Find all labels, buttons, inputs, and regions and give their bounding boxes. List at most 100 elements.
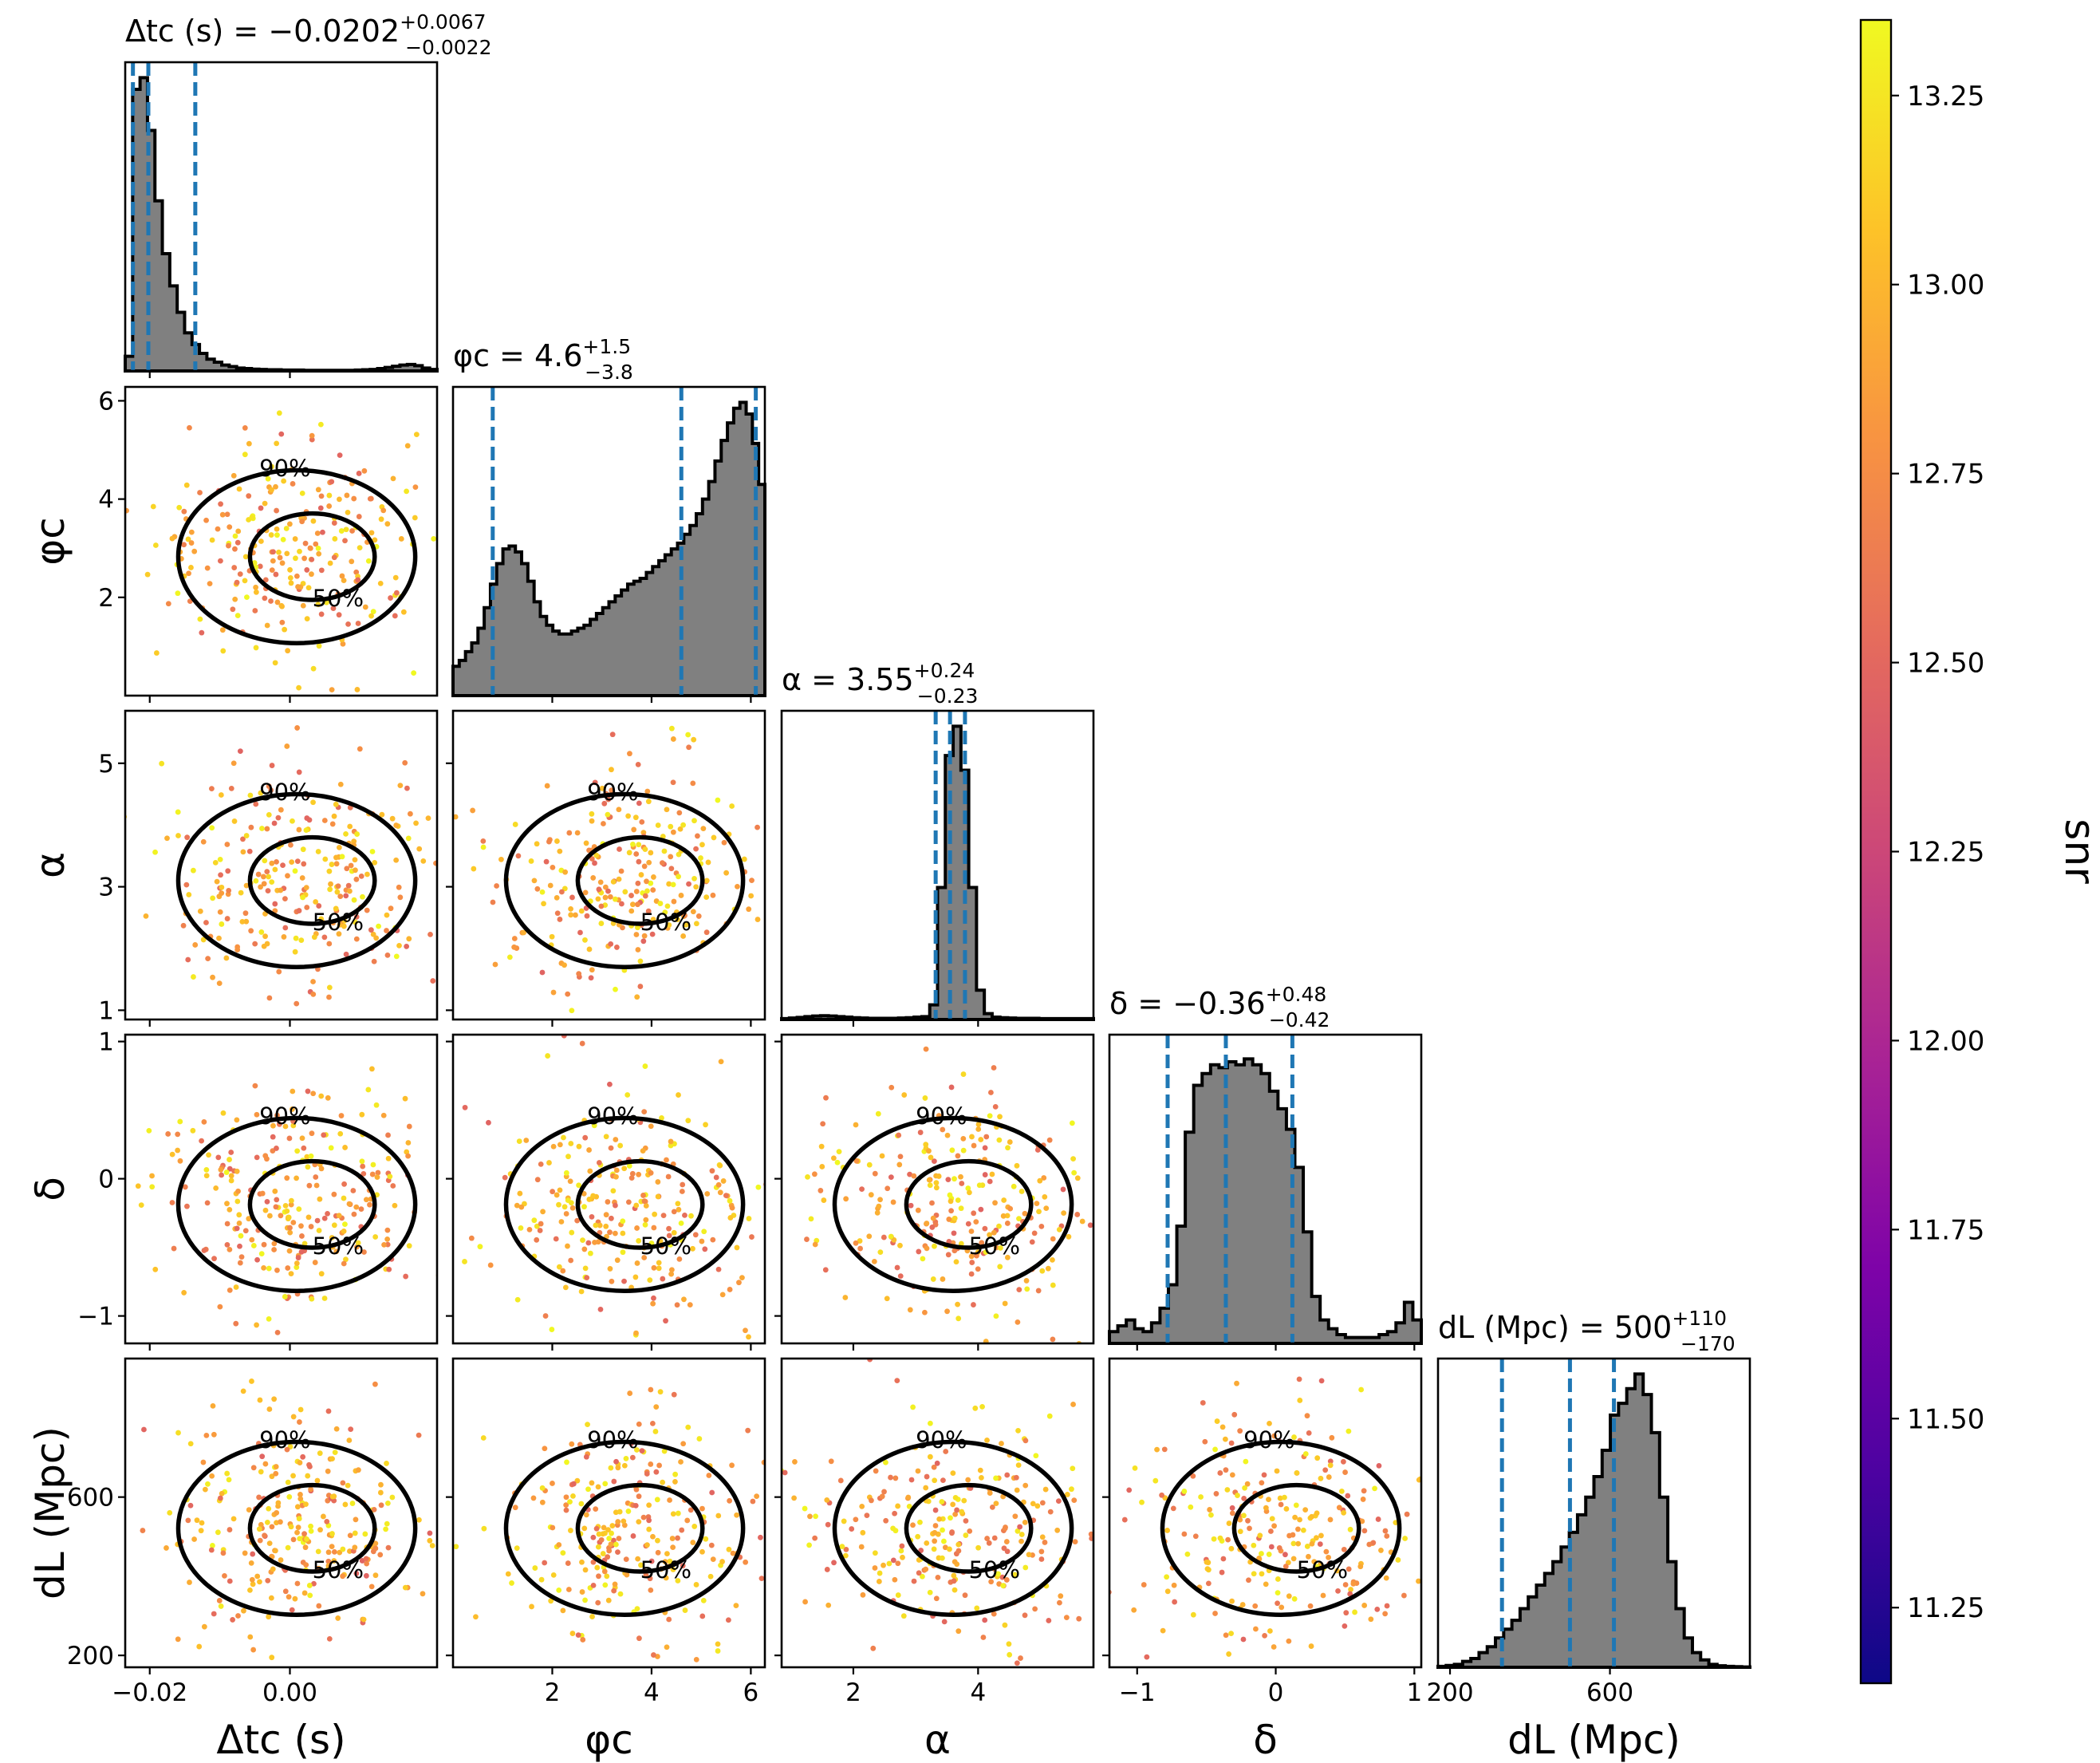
- sample-point: [650, 1300, 656, 1307]
- sample-point: [258, 538, 264, 544]
- sample-point: [199, 1520, 205, 1526]
- sample-point: [604, 1573, 610, 1580]
- panel-background: [125, 1035, 437, 1343]
- sample-point: [853, 1158, 860, 1164]
- sample-point: [576, 971, 582, 977]
- sample-point: [358, 873, 364, 879]
- sample-point: [253, 645, 259, 651]
- colorbar-tick-label: 12.00: [1907, 1025, 1984, 1057]
- x-tick-label: 2: [845, 1678, 861, 1707]
- sample-point: [600, 1551, 606, 1556]
- sample-point: [603, 1212, 609, 1218]
- sample-point: [1005, 1145, 1011, 1151]
- sample-point: [636, 858, 642, 865]
- sample-point: [668, 854, 674, 860]
- sample-point: [351, 1211, 357, 1217]
- sample-point: [191, 548, 198, 554]
- sample-point: [274, 532, 280, 538]
- sample-point: [141, 1426, 147, 1433]
- sample-point: [636, 1238, 642, 1244]
- sample-point: [839, 1544, 845, 1550]
- sample-point: [236, 1212, 242, 1218]
- sample-point: [254, 1573, 261, 1580]
- sample-point: [968, 1229, 975, 1234]
- sample-point: [361, 1249, 367, 1255]
- sample-point: [237, 571, 243, 578]
- sample-point: [262, 858, 268, 864]
- sample-point: [252, 1083, 258, 1089]
- scatter-panel-phic-alpha: 90%50%: [446, 709, 766, 1027]
- sample-point: [518, 1225, 524, 1231]
- sample-point: [337, 893, 344, 900]
- sample-point: [703, 894, 710, 901]
- sample-point: [288, 842, 294, 848]
- sample-point: [1335, 1587, 1341, 1594]
- sample-point: [1012, 1572, 1018, 1578]
- sample-point: [1030, 1501, 1036, 1507]
- sample-point: [563, 1169, 569, 1176]
- scatter-panel-alpha-dl: 90%50%: [774, 1357, 1095, 1674]
- sample-point: [977, 1467, 983, 1473]
- sample-point: [481, 1525, 487, 1532]
- sample-point: [853, 1516, 859, 1523]
- sample-point: [916, 1557, 922, 1563]
- sample-point: [679, 1189, 685, 1194]
- sample-point: [201, 1623, 207, 1630]
- sample-point: [996, 1223, 1002, 1229]
- sample-point: [276, 968, 282, 975]
- sample-point: [280, 537, 286, 542]
- sample-point: [549, 933, 555, 940]
- y-tick-label: 1: [98, 996, 114, 1025]
- sample-point: [741, 856, 747, 862]
- sample-point: [567, 1499, 573, 1505]
- sample-point: [238, 889, 244, 896]
- sample-point: [249, 515, 255, 520]
- sample-point: [923, 1142, 929, 1148]
- sample-point: [393, 590, 400, 596]
- sample-point: [853, 1122, 859, 1128]
- sample-point: [1018, 1655, 1023, 1661]
- sample-point: [933, 1185, 940, 1191]
- sample-point: [269, 879, 275, 885]
- sample-point: [1342, 1469, 1348, 1475]
- sample-point: [316, 1228, 322, 1233]
- sample-point: [624, 1572, 630, 1578]
- sample-point: [353, 1204, 360, 1210]
- sample-point: [648, 1169, 654, 1176]
- sample-point: [818, 1143, 825, 1150]
- sample-point: [670, 779, 676, 786]
- sample-point: [940, 1126, 946, 1133]
- sample-point: [872, 1565, 878, 1571]
- colorbar-tick-label: 12.75: [1907, 459, 1984, 491]
- sample-point: [224, 1470, 230, 1477]
- sample-point: [1200, 1400, 1206, 1406]
- sample-point: [557, 848, 563, 854]
- sample-point: [1022, 1438, 1029, 1444]
- sample-point: [1039, 1268, 1046, 1274]
- sample-point: [371, 958, 377, 964]
- sample-point: [370, 1162, 376, 1168]
- sample-point: [294, 1504, 301, 1510]
- y-tick-label: 600: [67, 1484, 114, 1513]
- sample-point: [1259, 1571, 1265, 1577]
- sample-point: [955, 1541, 962, 1548]
- sample-point: [318, 493, 325, 499]
- sample-point: [1003, 1524, 1008, 1530]
- sample-point: [683, 921, 689, 928]
- sample-point: [979, 1240, 985, 1246]
- sample-point: [1141, 1582, 1147, 1587]
- sample-point: [999, 1441, 1004, 1446]
- sample-point: [358, 1206, 364, 1213]
- sample-point: [962, 1592, 968, 1599]
- sample-point: [216, 980, 223, 987]
- sample-point: [958, 1173, 963, 1180]
- sample-point: [711, 834, 717, 841]
- sample-point: [963, 1532, 969, 1538]
- sample-point: [377, 1489, 384, 1496]
- colorbar-gradient: [1859, 18, 1893, 1685]
- sample-point: [950, 1470, 956, 1477]
- sample-point: [897, 1154, 904, 1160]
- sample-point: [192, 942, 199, 948]
- sample-point: [918, 1548, 924, 1553]
- sample-point: [354, 1244, 360, 1250]
